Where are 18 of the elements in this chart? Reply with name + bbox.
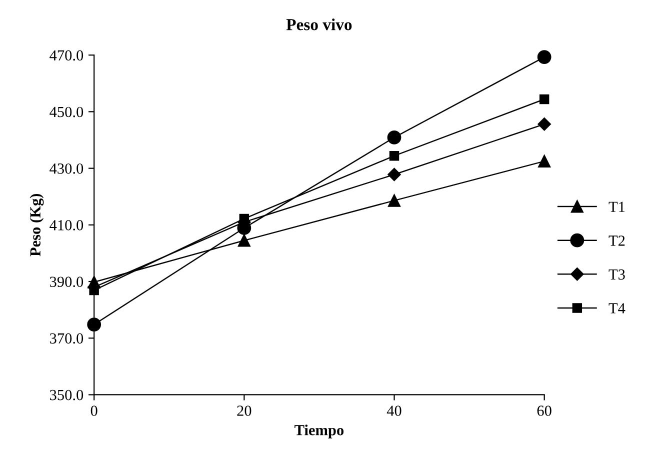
y-tick-label: 470.0 (50, 50, 84, 61)
x-tick-label: 40 (386, 406, 402, 416)
x-tick-label: 60 (537, 406, 552, 416)
legend-label: T3 (608, 269, 625, 280)
x-tick-label: 20 (237, 406, 252, 416)
y-axis-title: Peso (Kg) (30, 194, 44, 256)
y-tick-label: 350.0 (50, 390, 84, 400)
y-tick-label: 450.0 (50, 106, 84, 118)
y-tick-label: 370.0 (50, 333, 84, 344)
legend-label: T1 (608, 202, 625, 212)
y-tick-label: 430.0 (50, 163, 84, 174)
chart-title: Peso vivo (286, 18, 352, 30)
y-tick-label: 390.0 (50, 276, 84, 288)
y-tick-label: 410.0 (50, 220, 84, 230)
legend-label: T4 (608, 303, 626, 314)
legend-label: T2 (608, 236, 625, 246)
x-tick-label: 0 (90, 406, 98, 416)
x-axis-title: Tiempo (294, 424, 344, 438)
